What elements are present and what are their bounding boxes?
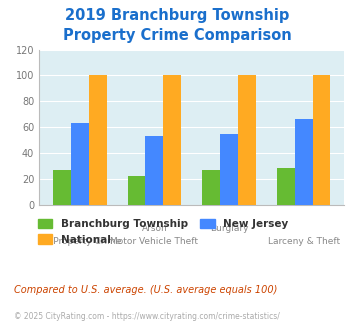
Bar — [202, 170, 220, 205]
Text: Arson: Arson — [142, 224, 167, 233]
Bar — [220, 134, 238, 205]
Bar — [312, 75, 331, 205]
Bar — [146, 136, 163, 205]
Legend: Branchburg Township, National, New Jersey: Branchburg Township, National, New Jerse… — [34, 215, 293, 249]
Bar — [163, 75, 181, 205]
Bar — [71, 123, 89, 205]
Text: All Property Crime: All Property Crime — [39, 237, 121, 246]
Bar — [277, 168, 295, 205]
Bar — [238, 75, 256, 205]
Text: Motor Vehicle Theft: Motor Vehicle Theft — [110, 237, 198, 246]
Bar — [127, 176, 146, 205]
Bar — [295, 119, 312, 205]
Bar — [53, 170, 71, 205]
Text: 2019 Branchburg Township: 2019 Branchburg Township — [65, 8, 290, 23]
Text: Compared to U.S. average. (U.S. average equals 100): Compared to U.S. average. (U.S. average … — [14, 285, 278, 295]
Text: Property Crime Comparison: Property Crime Comparison — [63, 28, 292, 43]
Text: Burglary: Burglary — [210, 224, 248, 233]
Text: Larceny & Theft: Larceny & Theft — [268, 237, 340, 246]
Bar — [89, 75, 106, 205]
Text: © 2025 CityRating.com - https://www.cityrating.com/crime-statistics/: © 2025 CityRating.com - https://www.city… — [14, 312, 280, 321]
